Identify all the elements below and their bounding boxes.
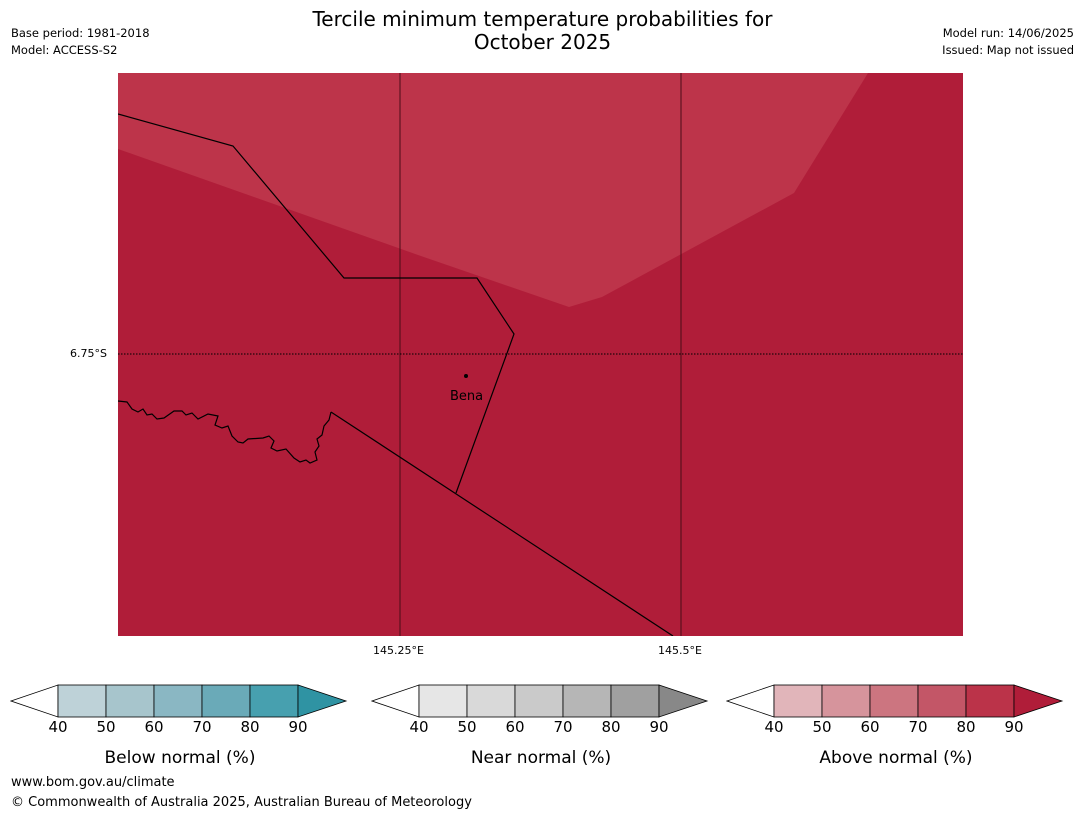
colorbar-tick-label: 90: [649, 718, 669, 736]
colorbar-tick-labels: 40 50 60 70 80 90: [371, 718, 711, 738]
colorbar-tick-label: 70: [908, 718, 928, 736]
probability-map: Bena: [118, 73, 963, 636]
title-line-2: October 2025: [473, 30, 612, 54]
colorbar-segment: [562, 684, 612, 718]
colorbar-segment: [249, 684, 299, 718]
metadata-left: Base period: 1981-2018 Model: ACCESS-S2: [11, 25, 150, 59]
river-coastline: [118, 400, 332, 464]
colorbar-segment: [514, 684, 564, 718]
colorbar-max-arrow: [297, 684, 348, 718]
colorbar-segment: [965, 684, 1015, 718]
colorbar-segment: [821, 684, 871, 718]
colorbar-segment: [105, 684, 155, 718]
colorbar-min-arrow: [370, 684, 420, 718]
lat-label: 6.75°S: [70, 347, 107, 360]
colorbar-near-normal-scale: [370, 684, 709, 718]
colorbar-segment: [466, 684, 516, 718]
colorbar-below-normal-title: Below normal (%): [104, 748, 256, 768]
colorbar-segment: [153, 684, 203, 718]
footer-copyright: © Commonwealth of Australia 2025, Austra…: [11, 795, 472, 810]
colorbar-tick-label: 60: [860, 718, 880, 736]
colorbar-max-arrow: [658, 684, 709, 718]
colorbar-min-arrow: [725, 684, 775, 718]
issued-status: Issued: Map not issued: [942, 43, 1074, 57]
colorbar-below-normal: Below normal (%) 40 50 60 70 80 90: [9, 680, 350, 768]
colorbar-tick-label: 70: [553, 718, 573, 736]
colorbar-above-normal: Above normal (%) 40 50 60 70 80 90: [725, 680, 1066, 768]
colorbar-tick-labels: 40 50 60 70 80 90: [726, 718, 1066, 738]
colorbar-tick-label: 40: [764, 718, 784, 736]
province-border: [118, 113, 515, 494]
colorbar-min-arrow: [9, 684, 59, 718]
colorbar-near-normal: Near normal (%) 40 50 60 70 80 90: [370, 680, 711, 768]
footer-url[interactable]: www.bom.gov.au/climate: [11, 775, 175, 790]
colorbar-near-normal-title: Near normal (%): [470, 748, 612, 768]
colorbar-segment: [917, 684, 967, 718]
colorbar-segment: [57, 684, 107, 718]
colorbar-tick-label: 80: [601, 718, 621, 736]
colorbar-tick-label: 40: [48, 718, 68, 736]
place-label-bena: Bena: [450, 389, 483, 404]
model-name: Model: ACCESS-S2: [11, 43, 118, 57]
colorbar-tick-label: 60: [505, 718, 525, 736]
colorbar-above-normal-title: Above normal (%): [819, 748, 973, 768]
colorbar-tick-label: 80: [240, 718, 260, 736]
colorbar-segment: [773, 684, 823, 718]
lon-label-145-25: 145.25°E: [373, 644, 424, 657]
colorbar-segment: [610, 684, 660, 718]
map-title: Tercile minimum temperature probabilitie…: [0, 8, 1085, 54]
colorbar-tick-label: 40: [409, 718, 429, 736]
bena-marker: [464, 374, 468, 378]
metadata-right: Model run: 14/06/2025 Issued: Map not is…: [942, 25, 1074, 59]
colorbar-tick-label: 90: [1004, 718, 1024, 736]
base-period: Base period: 1981-2018: [11, 26, 150, 40]
colorbar-tick-label: 80: [956, 718, 976, 736]
colorbar-above-normal-scale: [725, 684, 1064, 718]
colorbar-tick-label: 50: [812, 718, 832, 736]
colorbar-segment: [201, 684, 251, 718]
colorbar-max-arrow: [1013, 684, 1064, 718]
colorbar-tick-label: 50: [457, 718, 477, 736]
lon-label-145-5: 145.5°E: [658, 644, 702, 657]
colorbar-below-normal-scale: [9, 684, 348, 718]
colorbar-tick-labels: 40 50 60 70 80 90: [10, 718, 350, 738]
colorbar-tick-label: 60: [144, 718, 164, 736]
colorbar-tick-label: 90: [288, 718, 308, 736]
province-border-south: [330, 411, 674, 636]
model-run: Model run: 14/06/2025: [942, 26, 1074, 40]
colorbar-tick-label: 50: [96, 718, 116, 736]
colorbar-segment: [869, 684, 919, 718]
title-line-1: Tercile minimum temperature probabilitie…: [312, 7, 773, 31]
colorbar-tick-label: 70: [192, 718, 212, 736]
colorbar-segment: [418, 684, 468, 718]
